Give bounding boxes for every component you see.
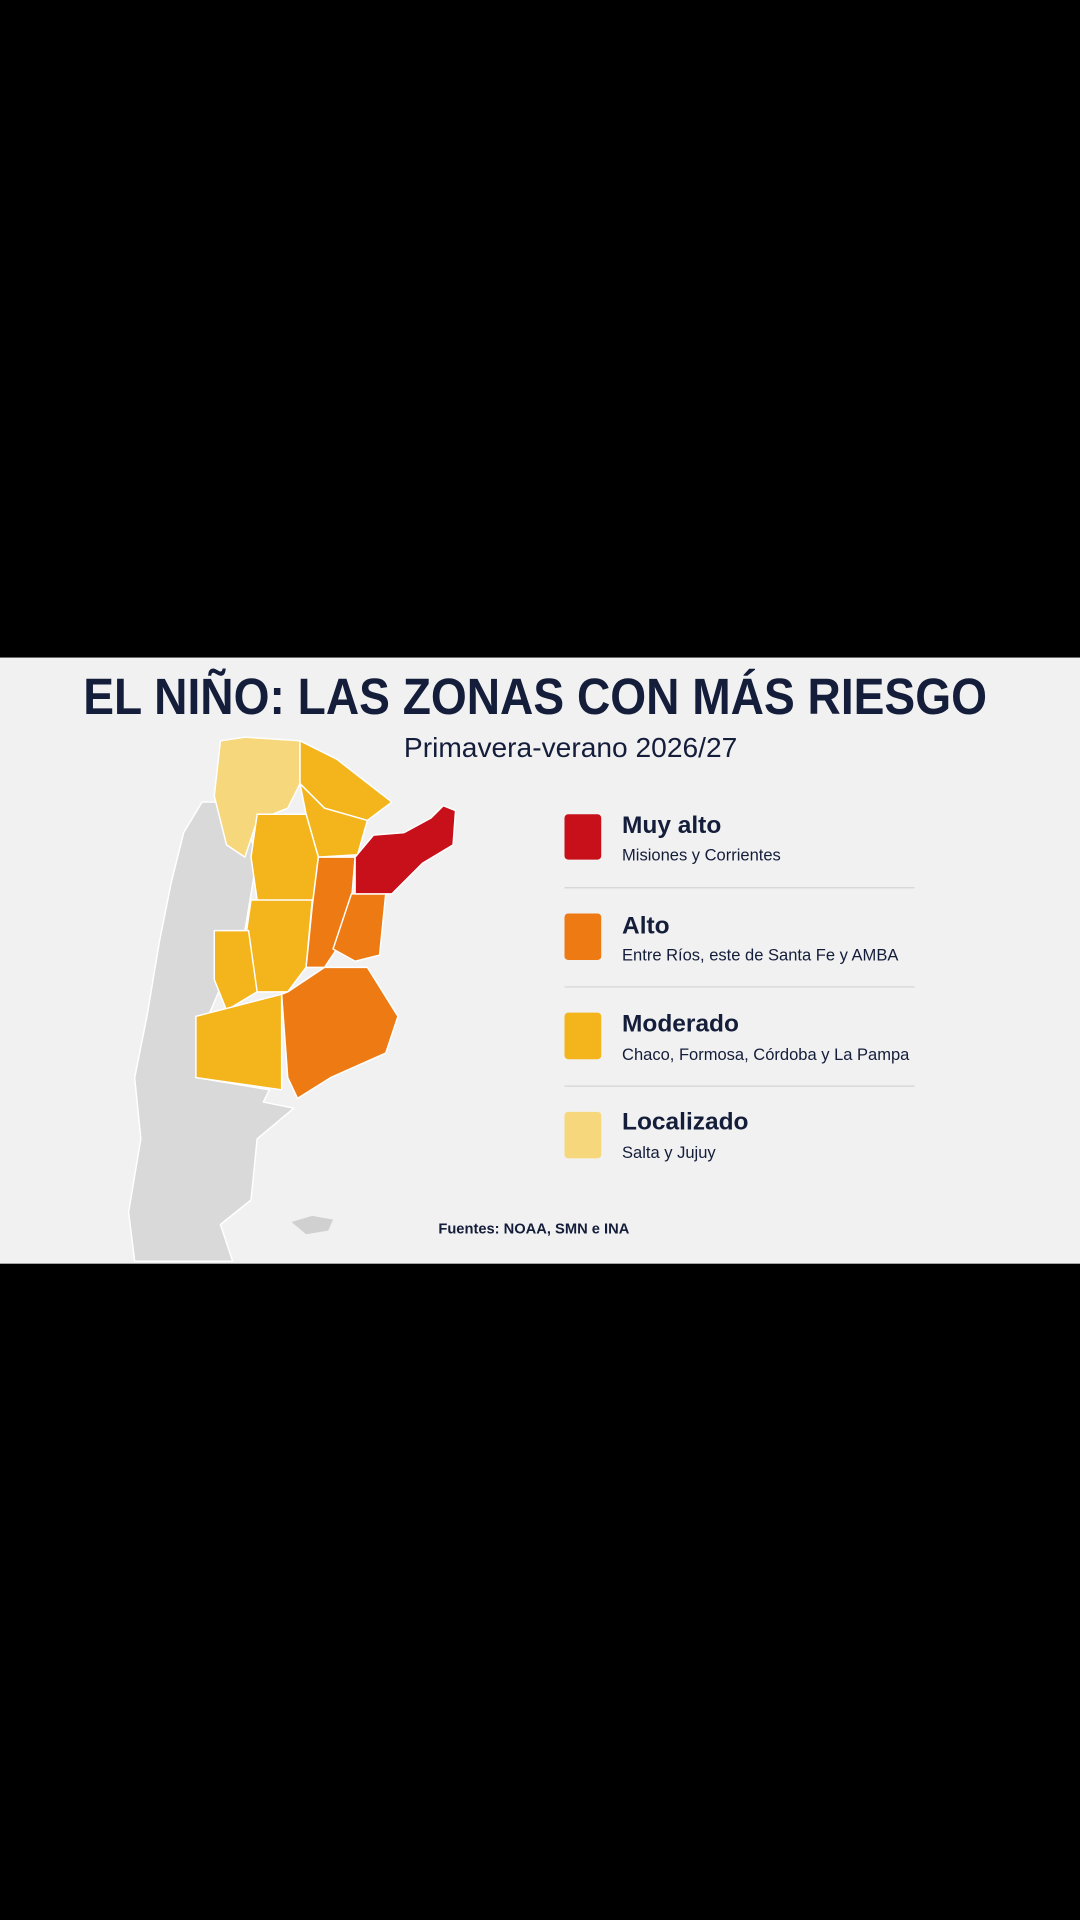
- legend-description: Chaco, Formosa, Córdoba y La Pampa: [622, 1045, 910, 1064]
- region-la-pampa: [195, 993, 283, 1091]
- subtitle: Primavera-verano 2026/27: [404, 732, 737, 763]
- source: Fuentes: NOAA, SMN e INA: [438, 1221, 629, 1237]
- legend-description: Misiones y Corrientes: [622, 845, 781, 864]
- legend-label: Muy alto: [622, 812, 721, 839]
- legend-swatch: [564, 1111, 602, 1159]
- islands: [291, 1215, 334, 1235]
- region-buenos-aires: [280, 966, 399, 1100]
- legend-label: Alto: [622, 912, 670, 939]
- legend-label: Localizado: [622, 1108, 748, 1135]
- region-corrientes-misiones: [354, 804, 457, 895]
- legend-swatch: [564, 814, 602, 860]
- map: [127, 736, 457, 1262]
- legend-description: Entre Ríos, este de Santa Fe y AMBA: [622, 946, 898, 965]
- legend-swatch: [564, 913, 602, 961]
- legend-label: Moderado: [622, 1010, 739, 1037]
- infographic: EL NIÑO: LAS ZONAS CON MÁS RIESGO Primav…: [0, 657, 1080, 1264]
- legend-swatch: [564, 1012, 602, 1060]
- region-santiago: [250, 813, 320, 907]
- legend: Muy alto Misiones y Corrientes Alto Entr…: [564, 812, 915, 1162]
- title: EL NIÑO: LAS ZONAS CON MÁS RIESGO: [83, 667, 987, 725]
- legend-description: Salta y Jujuy: [622, 1143, 716, 1162]
- region-san-luis: [213, 929, 258, 1011]
